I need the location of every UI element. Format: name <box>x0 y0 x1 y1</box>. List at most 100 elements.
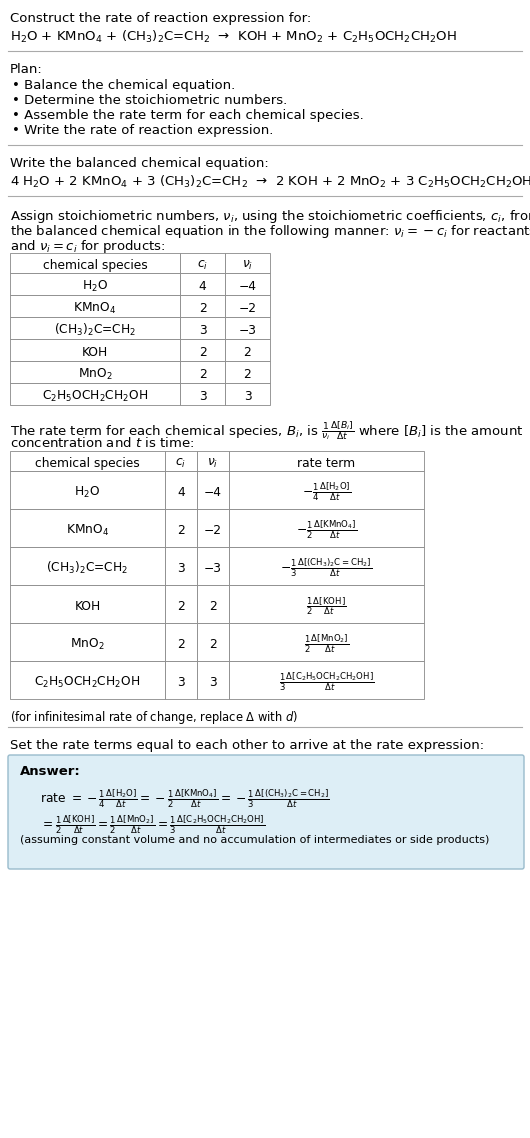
Text: 2: 2 <box>199 346 206 358</box>
Text: KMnO$_4$: KMnO$_4$ <box>74 300 117 315</box>
Bar <box>165 509 197 547</box>
Text: KOH: KOH <box>82 346 108 358</box>
Text: 3: 3 <box>199 323 206 337</box>
Text: −3: −3 <box>204 561 222 575</box>
Bar <box>165 622 197 661</box>
Text: 2: 2 <box>199 368 206 380</box>
Text: $\nu_i$: $\nu_i$ <box>242 258 253 272</box>
Text: chemical species: chemical species <box>35 456 140 470</box>
Bar <box>197 451 229 471</box>
Text: 2: 2 <box>209 600 217 612</box>
Text: rate $= -\frac{1}{4}\frac{\Delta[\mathrm{H_2O}]}{\Delta t} = -\frac{1}{2}\frac{\: rate $= -\frac{1}{4}\frac{\Delta[\mathrm… <box>40 787 330 809</box>
Text: H$_2$O: H$_2$O <box>75 485 101 500</box>
Bar <box>165 471 197 509</box>
FancyBboxPatch shape <box>8 754 524 869</box>
Bar <box>165 661 197 699</box>
Bar <box>10 361 180 384</box>
Text: $\nu_i$: $\nu_i$ <box>207 456 218 470</box>
Text: 2: 2 <box>244 368 251 380</box>
Bar <box>197 661 229 699</box>
Text: KOH: KOH <box>74 600 101 612</box>
Text: 3: 3 <box>177 561 185 575</box>
Text: 2: 2 <box>177 600 185 612</box>
Bar <box>165 451 197 471</box>
Bar <box>180 318 225 339</box>
Bar <box>225 253 270 273</box>
Bar <box>229 547 424 585</box>
Text: Write the balanced chemical equation:: Write the balanced chemical equation: <box>10 157 269 170</box>
Text: 4: 4 <box>177 486 185 498</box>
Text: 2: 2 <box>244 346 251 358</box>
Bar <box>10 451 165 471</box>
Text: rate term: rate term <box>297 456 356 470</box>
Text: $\frac{1}{2}\frac{\Delta[\mathrm{KOH}]}{\Delta t}$: $\frac{1}{2}\frac{\Delta[\mathrm{KOH}]}{… <box>306 595 347 617</box>
Bar <box>225 361 270 384</box>
Bar <box>180 253 225 273</box>
Text: $\frac{1}{3}\frac{\Delta[\mathrm{C_2H_5OCH_2CH_2OH}]}{\Delta t}$: $\frac{1}{3}\frac{\Delta[\mathrm{C_2H_5O… <box>279 670 374 693</box>
Text: −2: −2 <box>238 302 257 314</box>
Text: 3: 3 <box>209 676 217 688</box>
Text: (CH$_3$)$_2$C=CH$_2$: (CH$_3$)$_2$C=CH$_2$ <box>46 560 129 576</box>
Text: −4: −4 <box>238 280 257 292</box>
Bar <box>197 509 229 547</box>
Bar <box>10 547 165 585</box>
Text: C$_2$H$_5$OCH$_2$CH$_2$OH: C$_2$H$_5$OCH$_2$CH$_2$OH <box>42 388 148 404</box>
Bar <box>229 471 424 509</box>
Text: $\frac{1}{2}\frac{\Delta[\mathrm{MnO_2}]}{\Delta t}$: $\frac{1}{2}\frac{\Delta[\mathrm{MnO_2}]… <box>304 633 349 655</box>
Bar <box>229 661 424 699</box>
Text: MnO$_2$: MnO$_2$ <box>78 366 112 381</box>
Text: • Write the rate of reaction expression.: • Write the rate of reaction expression. <box>12 124 273 137</box>
Text: The rate term for each chemical species, $B_i$, is $\frac{1}{\nu_i}\frac{\Delta[: The rate term for each chemical species,… <box>10 419 524 442</box>
Text: 2: 2 <box>177 523 185 536</box>
Bar <box>225 273 270 295</box>
Bar <box>225 384 270 405</box>
Bar <box>10 273 180 295</box>
Text: • Determine the stoichiometric numbers.: • Determine the stoichiometric numbers. <box>12 94 287 107</box>
Text: 4: 4 <box>199 280 206 292</box>
Text: C$_2$H$_5$OCH$_2$CH$_2$OH: C$_2$H$_5$OCH$_2$CH$_2$OH <box>34 675 140 690</box>
Bar <box>229 509 424 547</box>
Text: MnO$_2$: MnO$_2$ <box>70 636 105 652</box>
Text: chemical species: chemical species <box>42 258 147 272</box>
Text: and $\nu_i = c_i$ for products:: and $\nu_i = c_i$ for products: <box>10 238 165 255</box>
Bar <box>10 585 165 622</box>
Text: H$_2$O: H$_2$O <box>82 279 108 294</box>
Text: KMnO$_4$: KMnO$_4$ <box>66 522 109 537</box>
Bar <box>10 509 165 547</box>
Bar <box>180 361 225 384</box>
Text: $-\frac{1}{4}\frac{\Delta[\mathrm{H_2O}]}{\Delta t}$: $-\frac{1}{4}\frac{\Delta[\mathrm{H_2O}]… <box>302 480 351 503</box>
Bar <box>10 339 180 361</box>
Text: Answer:: Answer: <box>20 765 81 778</box>
Text: Set the rate terms equal to each other to arrive at the rate expression:: Set the rate terms equal to each other t… <box>10 739 484 752</box>
Text: 4 H$_2$O + 2 KMnO$_4$ + 3 (CH$_3$)$_2$C=CH$_2$  →  2 KOH + 2 MnO$_2$ + 3 C$_2$H$: 4 H$_2$O + 2 KMnO$_4$ + 3 (CH$_3$)$_2$C=… <box>10 174 530 190</box>
Text: H$_2$O + KMnO$_4$ + (CH$_3$)$_2$C=CH$_2$  →  KOH + MnO$_2$ + C$_2$H$_5$OCH$_2$CH: H$_2$O + KMnO$_4$ + (CH$_3$)$_2$C=CH$_2$… <box>10 28 457 46</box>
Bar <box>165 547 197 585</box>
Text: 3: 3 <box>199 389 206 403</box>
Text: Construct the rate of reaction expression for:: Construct the rate of reaction expressio… <box>10 13 311 25</box>
Text: $c_i$: $c_i$ <box>175 456 187 470</box>
Bar <box>10 295 180 318</box>
Text: $-\frac{1}{2}\frac{\Delta[\mathrm{KMnO_4}]}{\Delta t}$: $-\frac{1}{2}\frac{\Delta[\mathrm{KMnO_4… <box>296 519 357 542</box>
Bar <box>197 585 229 622</box>
Bar <box>10 384 180 405</box>
Text: $c_i$: $c_i$ <box>197 258 208 272</box>
Bar <box>229 585 424 622</box>
Bar <box>225 295 270 318</box>
Text: the balanced chemical equation in the following manner: $\nu_i = -c_i$ for react: the balanced chemical equation in the fo… <box>10 223 530 240</box>
Text: (CH$_3$)$_2$C=CH$_2$: (CH$_3$)$_2$C=CH$_2$ <box>54 322 136 338</box>
Text: −3: −3 <box>238 323 257 337</box>
Bar <box>10 318 180 339</box>
Text: (for infinitesimal rate of change, replace Δ with $d$): (for infinitesimal rate of change, repla… <box>10 709 298 726</box>
Text: Assign stoichiometric numbers, $\nu_i$, using the stoichiometric coefficients, $: Assign stoichiometric numbers, $\nu_i$, … <box>10 208 530 225</box>
Bar <box>197 622 229 661</box>
Text: • Balance the chemical equation.: • Balance the chemical equation. <box>12 79 235 92</box>
Bar <box>229 622 424 661</box>
Text: concentration and $t$ is time:: concentration and $t$ is time: <box>10 436 194 450</box>
Bar <box>197 471 229 509</box>
Bar <box>10 661 165 699</box>
Bar <box>10 622 165 661</box>
Text: • Assemble the rate term for each chemical species.: • Assemble the rate term for each chemic… <box>12 109 364 122</box>
Text: (assuming constant volume and no accumulation of intermediates or side products): (assuming constant volume and no accumul… <box>20 835 489 846</box>
Bar <box>165 585 197 622</box>
Bar <box>225 318 270 339</box>
